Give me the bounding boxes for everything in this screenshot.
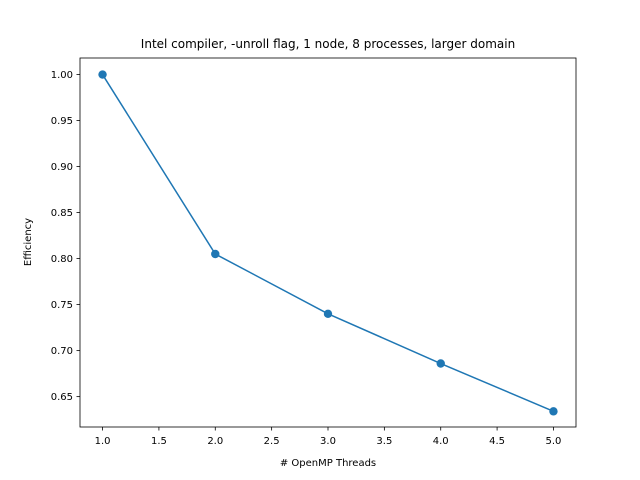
data-point: [98, 70, 107, 79]
x-tick-label: 5.0: [546, 436, 562, 447]
x-tick-label: 1.5: [151, 436, 167, 447]
x-tick-label: 1.0: [95, 436, 111, 447]
x-axis-label: # OpenMP Threads: [280, 458, 376, 469]
y-tick-label: 1.00: [51, 70, 73, 81]
chart-title: Intel compiler, -unroll flag, 1 node, 8 …: [141, 37, 515, 51]
x-axis-ticks: 1.0 1.5 2.0 2.5 3.0 3.5 4.0 4.5 5.0: [95, 427, 562, 447]
y-tick-label: 0.95: [51, 116, 73, 127]
data-point: [549, 407, 558, 416]
y-axis-ticks: 0.65 0.70 0.75 0.80 0.85 0.90 0.95 1.00: [51, 70, 80, 403]
y-tick-label: 0.75: [51, 300, 73, 311]
x-tick-label: 3.0: [320, 436, 336, 447]
x-tick-label: 4.5: [489, 436, 505, 447]
x-tick-label: 4.0: [433, 436, 449, 447]
x-tick-label: 2.0: [207, 436, 223, 447]
plot-frame: [79, 57, 577, 428]
series-group: [98, 70, 558, 416]
y-tick-label: 0.90: [51, 162, 73, 173]
y-tick-label: 0.80: [51, 254, 73, 265]
y-axis-label: Efficiency: [23, 218, 34, 266]
data-point: [323, 309, 333, 319]
plot-area: 1.0 1.5 2.0 2.5 3.0 3.5 4.0 4.5 5.0 0.65 0.70 0.75…: [51, 57, 577, 447]
plot-background: [80, 58, 576, 427]
x-tick-label: 2.5: [264, 436, 280, 447]
y-tick-label: 0.70: [51, 346, 73, 357]
data-point: [436, 359, 445, 368]
y-tick-label: 0.65: [51, 392, 73, 403]
x-tick-label: 3.5: [376, 436, 392, 447]
y-tick-label: 0.85: [51, 208, 73, 219]
data-point: [211, 249, 220, 259]
